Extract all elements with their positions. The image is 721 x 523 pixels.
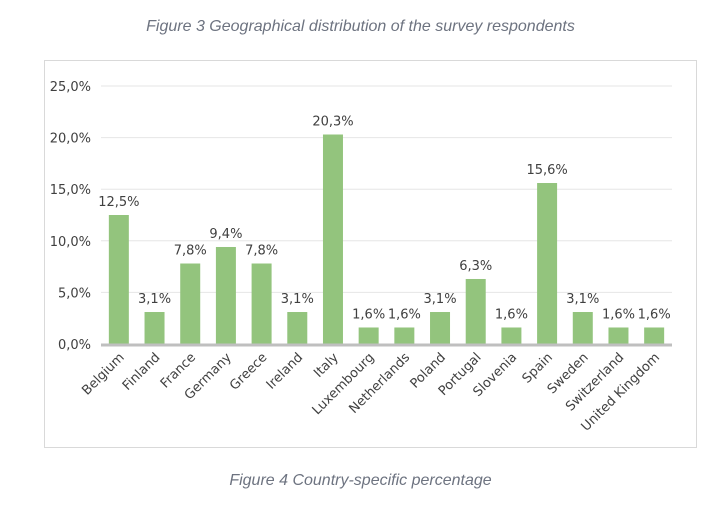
figure-caption: Figure 4 Country-specific percentage	[229, 472, 492, 489]
data-label: 3,1%	[566, 292, 599, 307]
chart-frame	[44, 60, 697, 448]
bar	[144, 312, 165, 344]
x-tick-label: Ireland	[264, 350, 306, 392]
y-tick-label: 25,0%	[50, 80, 91, 95]
data-label: 12,5%	[98, 195, 139, 210]
bar	[287, 312, 308, 344]
bar	[180, 263, 201, 344]
data-label: 6,3%	[459, 259, 492, 274]
bar	[465, 278, 486, 344]
y-tick-label: 5,0%	[58, 286, 91, 301]
bar	[537, 183, 558, 344]
x-tick-label: Finland	[120, 350, 163, 393]
bar	[215, 246, 236, 344]
data-label: 9,4%	[209, 227, 242, 242]
bar	[572, 312, 593, 344]
figure-title: Figure 3 Geographical distribution of th…	[146, 18, 575, 35]
x-tick-label: Italy	[311, 350, 342, 381]
x-tick-label: Greece	[227, 350, 270, 393]
bar	[251, 263, 272, 344]
bar	[358, 327, 379, 344]
data-label: 7,8%	[245, 244, 278, 259]
bar	[644, 327, 665, 344]
data-label: 20,3%	[312, 115, 353, 130]
data-label: 1,6%	[602, 307, 635, 322]
data-label: 1,6%	[388, 307, 421, 322]
y-tick-label: 10,0%	[50, 235, 91, 250]
data-label: 15,6%	[526, 163, 567, 178]
bar	[430, 312, 451, 344]
data-label: 1,6%	[638, 307, 671, 322]
y-tick-label: 20,0%	[50, 132, 91, 147]
bar	[501, 327, 522, 344]
bar	[322, 134, 343, 344]
y-tick-label: 15,0%	[50, 183, 91, 198]
bar	[608, 327, 629, 344]
y-tick-label: 0,0%	[58, 338, 91, 353]
data-label: 1,6%	[352, 307, 385, 322]
bar	[394, 327, 415, 344]
data-label: 3,1%	[424, 292, 457, 307]
data-label: 7,8%	[174, 244, 207, 259]
data-label: 3,1%	[281, 292, 314, 307]
data-label: 3,1%	[138, 292, 171, 307]
data-label: 1,6%	[495, 307, 528, 322]
x-tick-label: Belgium	[79, 350, 127, 398]
bar	[108, 215, 129, 344]
